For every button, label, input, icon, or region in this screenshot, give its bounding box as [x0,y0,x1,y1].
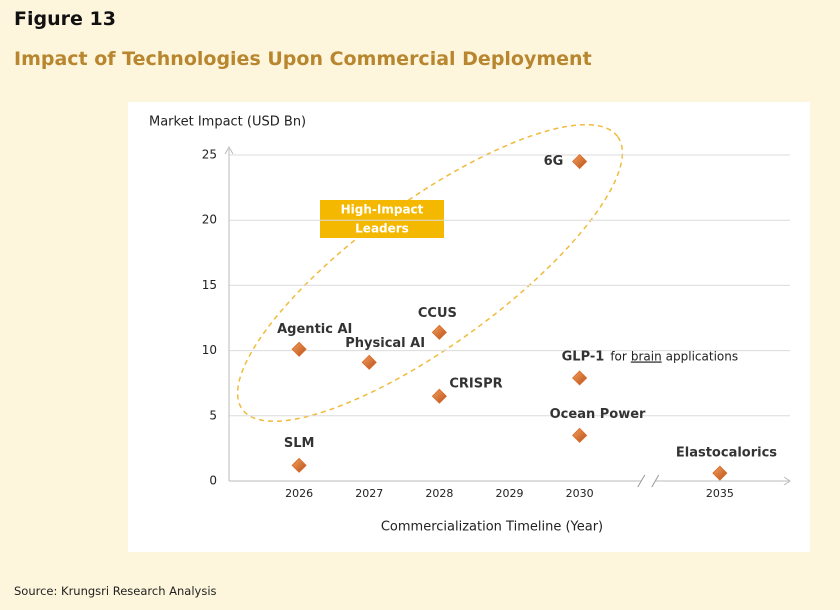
data-point [291,457,307,473]
x-tick-label: 2026 [285,487,313,500]
chart-title: Impact of Technologies Upon Commercial D… [14,48,592,70]
y-tick-label: 10 [202,343,217,357]
label-note: brain [631,349,662,363]
data-point [291,341,307,357]
x-tick-label: 2030 [566,487,594,500]
label-note: for [610,349,627,363]
point-label: Physical AI [345,336,425,351]
y-tick-label: 25 [202,148,217,162]
point-label: Ocean Power [550,407,646,422]
data-point [431,388,447,404]
data-point [572,427,588,443]
x-tick-label: 2028 [425,487,453,500]
figure-label: Figure 13 [14,8,116,30]
point-label: CCUS [418,306,457,321]
point-label: CRISPR [449,377,502,392]
y-axis-label: Market Impact (USD Bn) [149,115,306,130]
y-axis-arrow [224,145,234,155]
data-point [572,370,588,386]
annotation: High-Impact [341,203,424,217]
x-tick-label: 2027 [355,487,383,500]
axis-break [637,474,660,488]
data-point [431,324,447,340]
source: Source: Krungsri Research Analysis [14,584,217,598]
y-tick-label: 15 [202,278,217,292]
x-tick-label: 2035 [706,487,734,500]
y-tick-label: 5 [209,408,217,422]
point-label: 6G [544,154,564,169]
point-label: Elastocalorics [676,446,777,461]
point-label: GLP-1 [562,349,605,364]
x-axis-label: Commercialization Timeline (Year) [381,520,603,535]
panel [128,102,810,552]
annotation: Leaders [355,222,409,236]
x-tick-label: 2029 [496,487,524,500]
data-point [361,354,377,370]
point-label: SLM [284,436,315,451]
label-note: applications [666,349,738,363]
point-label: Agentic AI [277,322,352,337]
data-point [712,465,728,481]
annotation-box [320,200,444,238]
y-tick-label: 0 [209,474,217,488]
y-tick-label: 20 [202,213,217,227]
x-axis-arrow [783,476,791,486]
data-point [572,153,588,170]
